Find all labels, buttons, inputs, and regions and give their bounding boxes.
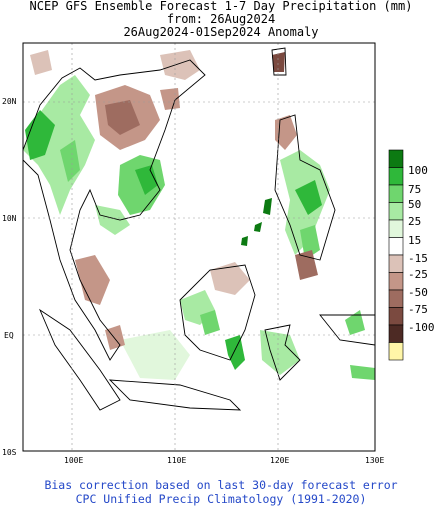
lon-label-130e: 130E <box>365 456 384 465</box>
title-line-2: from: 26Aug2024 <box>166 12 276 26</box>
lat-label-eq: EQ <box>4 331 14 340</box>
legend-box-4 <box>388 219 404 238</box>
legend-label-100: 100 <box>408 164 428 177</box>
gridlines <box>23 43 375 451</box>
legend-box-2 <box>388 184 404 203</box>
map-frame <box>22 42 376 452</box>
legend-label-minus-15: -15 <box>408 252 428 265</box>
lon-label-100e: 100E <box>64 456 83 465</box>
legend-label-minus-25: -25 <box>408 268 428 281</box>
longitude-labels: 100E 110E 120E 130E <box>64 456 384 465</box>
footer-line-1: Bias correction based on last 30-day for… <box>44 478 398 492</box>
lat-label-20n: 20N <box>2 97 17 106</box>
footer-line-2: CPC Unified Precip Climatology (1991-202… <box>75 492 367 506</box>
legend-label-25: 25 <box>408 215 421 228</box>
lon-label-110e: 110E <box>167 456 186 465</box>
latitude-labels: 20N 10N EQ 10S <box>2 97 17 457</box>
dry-anomaly-regions <box>30 50 318 350</box>
legend-label-minus-75: -75 <box>408 303 428 316</box>
legend-box-9 <box>388 307 404 326</box>
legend-label-75: 75 <box>408 183 421 196</box>
legend-label-minus-100: -100 <box>408 321 435 334</box>
legend-box-3 <box>388 202 404 221</box>
legend-box-11 <box>388 342 404 361</box>
legend-box-7 <box>388 272 404 291</box>
legend-box-0 <box>388 149 404 168</box>
color-legend: 100 75 50 25 15 -15 -25 -50 -75 -100 <box>388 149 435 361</box>
coastlines <box>23 47 375 411</box>
lat-label-10n: 10N <box>2 214 17 223</box>
title-line-1: NCEP GFS Ensemble Forecast 1-7 Day Preci… <box>29 0 413 13</box>
legend-labels: 100 75 50 25 15 -15 -25 -50 -75 -100 <box>408 164 435 334</box>
wet-anomaly-regions <box>23 75 375 380</box>
legend-label-50: 50 <box>408 198 421 211</box>
legend-label-15: 15 <box>408 234 421 247</box>
legend-box-8 <box>388 289 404 308</box>
title-line-3: 26Aug2024-01Sep2024 Anomaly <box>123 25 319 39</box>
legend-box-5 <box>388 237 404 256</box>
legend-box-6 <box>388 254 404 273</box>
lat-label-10s: 10S <box>2 448 17 457</box>
map-plot-area <box>23 47 375 411</box>
legend-label-minus-50: -50 <box>408 286 428 299</box>
lon-label-120e: 120E <box>270 456 289 465</box>
legend-box-1 <box>388 167 404 186</box>
legend-box-10 <box>388 324 404 343</box>
